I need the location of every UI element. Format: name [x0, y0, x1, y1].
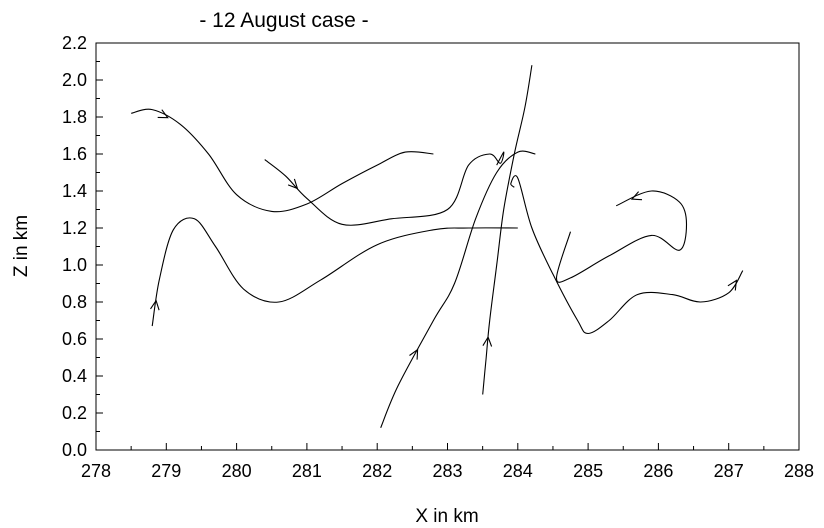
direction-arrow [150, 299, 160, 311]
x-tick-label: 278 [81, 461, 111, 481]
trajectory-line [380, 150, 536, 429]
x-axis-title: X in km [415, 506, 478, 527]
y-tick-label: 0.2 [62, 403, 87, 423]
x-tick-label: 286 [643, 461, 673, 481]
trajectory-line [482, 65, 533, 395]
x-tick-label: 280 [222, 461, 252, 481]
y-tick-label: 1.6 [62, 144, 87, 164]
y-tick-label: 2.2 [62, 33, 87, 53]
x-tick-label: 285 [573, 461, 603, 481]
x-tick-label: 279 [151, 461, 181, 481]
y-tick-label: 1.2 [62, 218, 87, 238]
y-tick-label: 1.0 [62, 255, 87, 275]
direction-arrow [287, 178, 299, 190]
y-axis-title: Z in km [11, 215, 32, 277]
x-axis-ticks: 278 279 280 281 282 283 284 285 286 287 288 [81, 443, 814, 481]
trajectory-line [151, 217, 518, 327]
x-tick-label: 288 [784, 461, 814, 481]
y-tick-label: 2.0 [62, 70, 87, 90]
y-tick-label: 0.0 [62, 440, 87, 460]
trajectory-line [264, 151, 505, 226]
direction-arrow [630, 191, 643, 201]
y-tick-label: 0.6 [62, 329, 87, 349]
direction-arrow [409, 348, 419, 360]
plot-frame [95, 42, 800, 451]
x-tick-label: 287 [714, 461, 744, 481]
chart-title: - 12 August case - [199, 9, 368, 32]
direction-arrow [157, 109, 169, 119]
trajectory-line [555, 190, 688, 283]
y-tick-label: 1.4 [62, 181, 87, 201]
x-tick-label: 282 [362, 461, 392, 481]
direction-arrow [482, 335, 493, 347]
x-tick-label: 283 [432, 461, 462, 481]
y-tick-label: 0.8 [62, 292, 87, 312]
y-tick-label: 1.8 [62, 107, 87, 127]
trajectories [131, 65, 744, 429]
direction-arrow [727, 279, 738, 291]
y-tick-label: 0.4 [62, 366, 87, 386]
trajectory-line [131, 108, 434, 213]
y-axis-ticks: 0.0 0.2 0.4 0.6 0.8 1.0 1.2 1.4 1.6 1.8 2.0 2.2 [62, 33, 103, 460]
x-tick-label: 284 [503, 461, 533, 481]
trajectory-line [510, 175, 744, 335]
x-tick-label: 281 [292, 461, 322, 481]
